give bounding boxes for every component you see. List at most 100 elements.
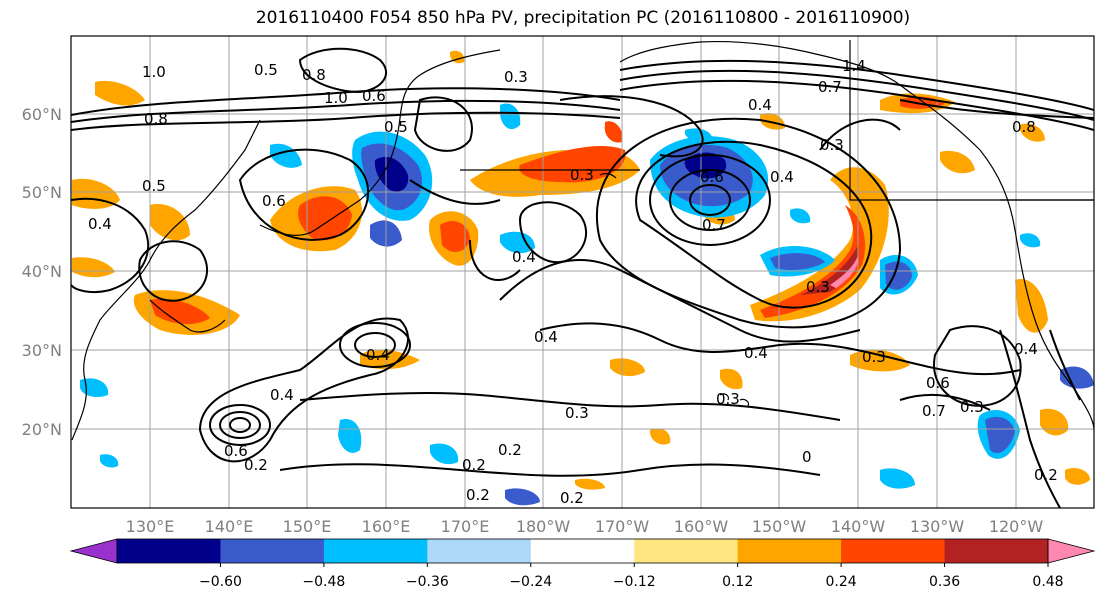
contour-label: 0.3	[960, 398, 984, 416]
map-panel: 1.0 0.5 0.8 1.0 0.8 0.6 0.5 0.4 0.6 0.5 …	[22, 35, 1095, 536]
contour-label: 0.4	[744, 344, 768, 362]
precip-patch	[1020, 123, 1045, 142]
colorbar-segment	[427, 539, 532, 563]
colorbar-segment	[220, 539, 325, 563]
contour-label: 0.7	[818, 78, 842, 96]
colorbar-tick-label: 0.12	[722, 574, 753, 590]
contour-label: 0.2	[560, 489, 584, 507]
contour-label: 0.5	[384, 118, 408, 136]
contour-label: 0.7	[702, 216, 726, 234]
lat-labels: 60°N 50°N 40°N 30°N 20°N	[22, 105, 62, 439]
contour-label: 0.2	[244, 456, 268, 474]
precip-patch	[338, 419, 362, 453]
lat-label: 40°N	[22, 262, 62, 281]
contour-label: 0.2	[462, 456, 486, 474]
contour-label: 1.0	[142, 63, 166, 81]
lon-label: 170°W	[595, 517, 650, 536]
precip-patch	[790, 208, 811, 224]
lat-label: 20°N	[22, 420, 62, 439]
contour-label: 0.4	[366, 346, 390, 364]
colorbar-segment	[737, 539, 842, 563]
colorbar-segment	[841, 539, 946, 563]
contour-labels: 1.0 0.5 0.8 1.0 0.8 0.6 0.5 0.4 0.6 0.5 …	[88, 57, 1058, 507]
contour-label: 0.4	[748, 96, 772, 114]
precip-patch	[1020, 233, 1041, 248]
colorbar-tick-label: −0.12	[613, 574, 656, 590]
precip-patch	[610, 358, 645, 377]
precip-patch	[80, 378, 109, 398]
contour-label: 0.4	[512, 248, 536, 266]
lat-label: 60°N	[22, 105, 62, 124]
precip-patch	[270, 143, 302, 168]
lon-label: 150°E	[283, 517, 332, 536]
precip-patch	[150, 298, 210, 325]
colorbar-tick-label: −0.36	[406, 574, 449, 590]
colorbar: −0.60 −0.48 −0.36 −0.24 −0.12 0.12 0.24 0.36 0.4…	[69, 538, 1096, 590]
precip-patch	[440, 220, 470, 252]
contour-label: 0.6	[224, 442, 248, 460]
contour-label: 0.3	[565, 404, 589, 422]
precip-patch	[650, 428, 671, 445]
precip-patch	[885, 261, 912, 290]
contour-label: 0	[802, 448, 812, 466]
lon-label: 130°E	[126, 517, 175, 536]
map-title: 2016110400 F054 850 hPa PV, precipitatio…	[255, 8, 911, 28]
lon-labels: 130°E 140°E 150°E 160°E 170°E 180°W 170°…	[126, 517, 1044, 536]
precip-patch	[100, 454, 119, 468]
colorbar-tick-label: −0.60	[199, 574, 242, 590]
contour-label: 1.0	[324, 89, 348, 107]
precip-patch	[685, 128, 713, 144]
lon-label: 180°W	[516, 517, 571, 536]
contour-label: 0.5	[142, 177, 166, 195]
map-frame	[70, 35, 1095, 509]
precip-patch	[500, 103, 521, 130]
contour-label: 0.4	[270, 386, 294, 404]
precip-patch	[770, 253, 825, 270]
contour-label: 0.8	[302, 66, 326, 84]
lat-label: 30°N	[22, 341, 62, 360]
colorbar-extend-high	[1047, 538, 1096, 564]
colorbar-tick-label: 0.36	[929, 574, 960, 590]
contour-label: 0.4	[770, 168, 794, 186]
precip-patch	[1060, 366, 1094, 389]
precip-patch	[519, 145, 626, 183]
gridlines	[71, 36, 1094, 508]
lon-label: 120°W	[989, 517, 1044, 536]
contour-label: 1.4	[842, 57, 866, 75]
colorbar-tick-label: 0.48	[1032, 574, 1063, 590]
contour-label: 0.2	[466, 486, 490, 504]
precip-patch	[850, 349, 910, 372]
contour-label: 0.5	[254, 61, 278, 79]
lon-label: 150°W	[752, 517, 807, 536]
contour-label: 0.3	[806, 278, 830, 296]
colorbar-segment	[944, 539, 1049, 563]
precip-patch	[374, 156, 409, 192]
precip-patch	[298, 196, 352, 241]
colorbar-tick-label: −0.48	[302, 574, 345, 590]
contour-label: 0.8	[1012, 118, 1036, 136]
colorbar-tick-label: −0.24	[509, 574, 552, 590]
pv-contours	[71, 47, 1094, 508]
colorbar-segments	[69, 538, 1096, 564]
lon-label: 130°W	[910, 517, 965, 536]
precip-patch	[720, 368, 743, 390]
coastlines	[71, 40, 1094, 441]
lon-label: 140°E	[205, 517, 254, 536]
contour-label: 0.4	[88, 215, 112, 233]
precip-patch	[880, 468, 915, 489]
contour-label: 0.6	[362, 87, 386, 105]
precip-patch	[500, 231, 535, 254]
contour-label: 0.2	[498, 441, 522, 459]
precip-patch	[1065, 468, 1090, 485]
precip-patch	[800, 245, 859, 295]
contour-label: 0.6	[926, 374, 950, 392]
contour-label: 0.3	[504, 68, 528, 86]
lon-label: 140°W	[831, 517, 886, 536]
colorbar-segment	[323, 539, 428, 563]
colorbar-frame	[116, 538, 1049, 564]
precip-patch	[1015, 279, 1048, 333]
contour-label: 0.4	[1014, 340, 1038, 358]
precip-patch	[940, 150, 975, 174]
contour-label: 0.3	[862, 348, 886, 366]
